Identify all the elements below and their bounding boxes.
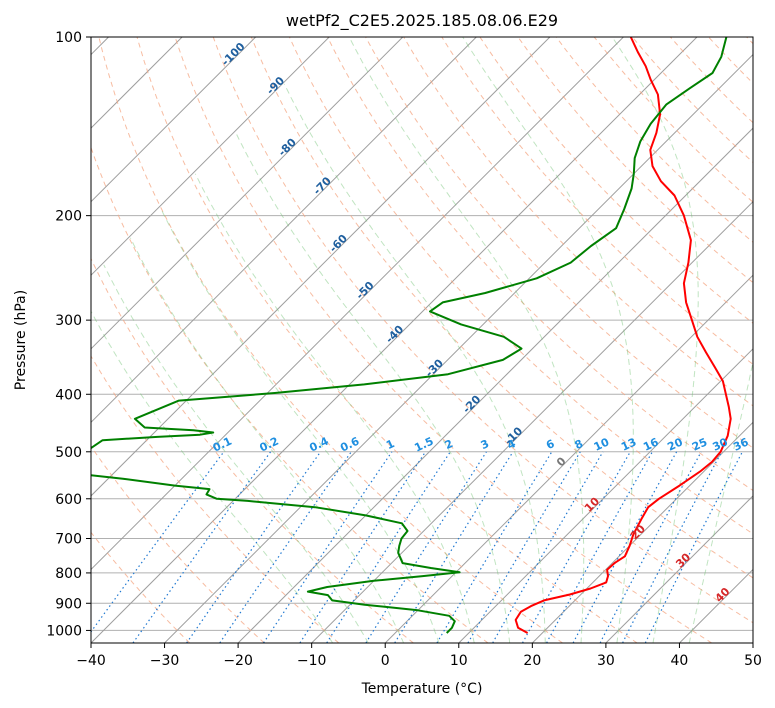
mixing-ratio-label: 30	[711, 435, 731, 453]
moist-adiabat-line	[236, 134, 511, 643]
mixing-ratio-line	[326, 451, 451, 643]
dry-adiabat-line	[91, 445, 265, 643]
isotherm-line	[91, 37, 551, 497]
dry-adiabat-line	[212, 37, 753, 624]
x-tick-label: −10	[297, 653, 327, 669]
mixing-ratio-line	[186, 451, 321, 643]
mixing-ratio-label: 13	[619, 436, 638, 454]
mixing-ratio-line	[572, 451, 678, 643]
dewpoint-profile-line	[91, 37, 728, 634]
isotherm-line	[237, 127, 753, 643]
x-tick-label: −20	[223, 653, 253, 669]
isotherm-line	[531, 421, 753, 643]
axes: −40 −30 −20 −10 0 10 20 30 40 50 100 200 300 400 500 60…	[46, 30, 762, 669]
moist-adiabat-line	[348, 37, 585, 643]
dry-adiabat-line	[250, 37, 753, 579]
y-tick-label: 200	[55, 209, 82, 225]
dry-adiabat-line	[136, 37, 638, 643]
moist-adiabat-line	[462, 37, 634, 643]
mixing-ratio-line	[299, 451, 426, 643]
background-lines	[91, 37, 753, 643]
mixing-ratio-label: 36	[731, 435, 751, 453]
moist-adiabat-line	[283, 83, 546, 643]
dry-adiabat-line	[403, 37, 753, 407]
moist-adiabat-line	[611, 37, 699, 643]
isotherm-line	[91, 37, 257, 203]
x-tick-label: 20	[523, 653, 541, 669]
dry-adiabat-line	[91, 257, 414, 643]
mixing-ratio-line	[394, 451, 514, 643]
isotherm-line	[458, 348, 753, 643]
x-tick-label: 30	[597, 653, 615, 669]
mixing-ratio-line	[436, 451, 553, 643]
isotherm-line	[91, 37, 330, 276]
mixing-ratio-line	[365, 451, 487, 643]
x-tick-label: 0	[381, 653, 390, 669]
moist-adiabat-line	[688, 359, 753, 643]
isotherm-line	[91, 37, 698, 643]
x-tick-label: 50	[744, 653, 762, 669]
y-tick-label: 100	[55, 30, 82, 46]
y-tick-label: 300	[55, 313, 82, 329]
dry-adiabat-line	[288, 37, 753, 535]
x-tick-label: −30	[150, 653, 180, 669]
x-tick-label: 40	[671, 653, 689, 669]
y-tick-label: 1000	[46, 623, 82, 639]
y-tick-label: 400	[55, 387, 82, 403]
y-tick-label: 900	[55, 596, 82, 612]
isotherm-line	[164, 53, 753, 643]
isotherm-line	[91, 37, 624, 571]
chart-title: wetPf2_C2E5.2025.185.08.06.E29	[286, 11, 558, 31]
y-tick-label: 500	[55, 445, 82, 461]
isotherm-line	[91, 37, 404, 350]
x-tick-label: −40	[76, 653, 106, 669]
moist-adiabat-line	[91, 310, 334, 643]
dry-adiabat-line	[91, 146, 489, 643]
y-axis-title: Pressure (hPa)	[13, 290, 29, 390]
dry-adiabat-line	[517, 37, 753, 284]
mixing-ratio-line	[467, 451, 581, 643]
plot-frame	[90, 36, 754, 644]
temperature-profile-line	[514, 37, 732, 634]
dry-adiabat-line	[98, 37, 563, 643]
mixing-ratio-label: 10	[592, 435, 612, 453]
moist-adiabat-line	[103, 264, 369, 643]
mixing-ratio-line	[599, 451, 702, 643]
y-tick-label: 700	[55, 532, 82, 548]
mixing-ratio-line	[219, 451, 352, 643]
y-tick-label: 800	[55, 566, 82, 582]
profile-lines	[91, 37, 732, 634]
dry-adiabat-line	[174, 37, 713, 643]
mixing-ratio-line	[262, 451, 393, 643]
mixing-ratio-label: 16	[641, 435, 661, 453]
y-tick-label: 600	[55, 492, 82, 508]
isotherm-line	[384, 274, 753, 643]
dry-adiabat-line	[91, 531, 191, 643]
x-axis-title: Temperature (°C)	[361, 681, 483, 697]
moist-adiabat-line	[159, 207, 440, 643]
x-tick-label: 10	[450, 653, 468, 669]
isotherm-line	[91, 37, 477, 424]
dry-adiabat-line	[441, 37, 753, 365]
mixing-ratio-label: 20	[665, 435, 685, 453]
mixing-ratio-label: 25	[690, 436, 709, 454]
moist-adiabat-line	[194, 173, 475, 643]
isotherm-line	[605, 495, 753, 643]
